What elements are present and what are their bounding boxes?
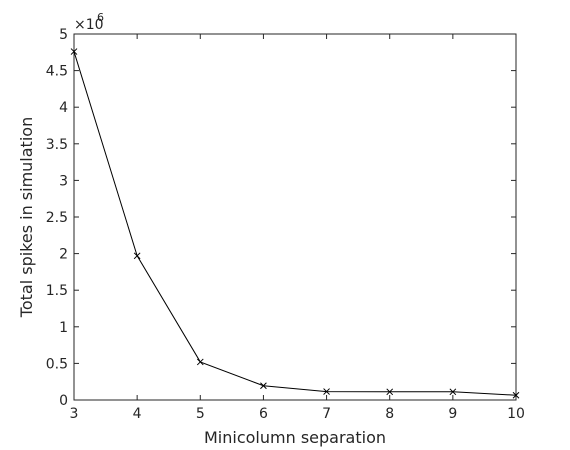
y-multiplier-base: ×10 xyxy=(74,17,104,33)
y-tick-label: 2.5 xyxy=(46,210,68,226)
y-tick-label: 1.5 xyxy=(46,283,68,299)
series-group xyxy=(70,48,520,399)
data-point-marker xyxy=(512,391,520,399)
y-tick-label: 0.5 xyxy=(46,356,68,372)
y-tick-label: 5 xyxy=(59,27,68,43)
y-tick-label: 4.5 xyxy=(46,64,68,80)
y-tick-labels: 0 0.5 1 1.5 2 2.5 3 3.5 4 4.5 5 xyxy=(46,27,68,409)
y-tick-label: 2 xyxy=(59,247,68,263)
plot-area xyxy=(73,33,517,401)
x-tick-label: 9 xyxy=(448,406,457,422)
data-point-marker xyxy=(386,388,394,396)
data-point-marker xyxy=(449,388,457,396)
y-tick-label: 4 xyxy=(59,100,68,116)
data-point-marker xyxy=(260,382,267,390)
x-tick-label: 4 xyxy=(133,406,142,422)
x-tick-labels: 3 4 5 6 7 8 9 10 xyxy=(70,406,525,422)
x-tick-label: 5 xyxy=(196,406,205,422)
y-tick-label: 3.5 xyxy=(46,137,68,153)
x-tick-label: 6 xyxy=(259,406,268,422)
y-axis-label: Total spikes in simulation xyxy=(17,117,36,318)
y-tick-label: 3 xyxy=(59,173,68,189)
x-axis-label: Minicolumn separation xyxy=(204,428,386,447)
x-tick-label: 7 xyxy=(322,406,331,422)
x-tick-label: 8 xyxy=(385,406,394,422)
data-point-marker xyxy=(133,252,141,260)
data-point-marker xyxy=(323,388,330,395)
y-multiplier-exponent: 6 xyxy=(97,11,104,24)
data-point-marker xyxy=(70,48,78,55)
data-point-marker xyxy=(196,358,204,366)
y-tick-label: 1 xyxy=(59,320,68,336)
y-tick-label: 0 xyxy=(59,393,68,409)
x-tick-label: 3 xyxy=(70,406,79,422)
axis-ticks xyxy=(73,33,517,401)
x-tick-label: 10 xyxy=(507,406,525,422)
series-line xyxy=(73,51,517,396)
